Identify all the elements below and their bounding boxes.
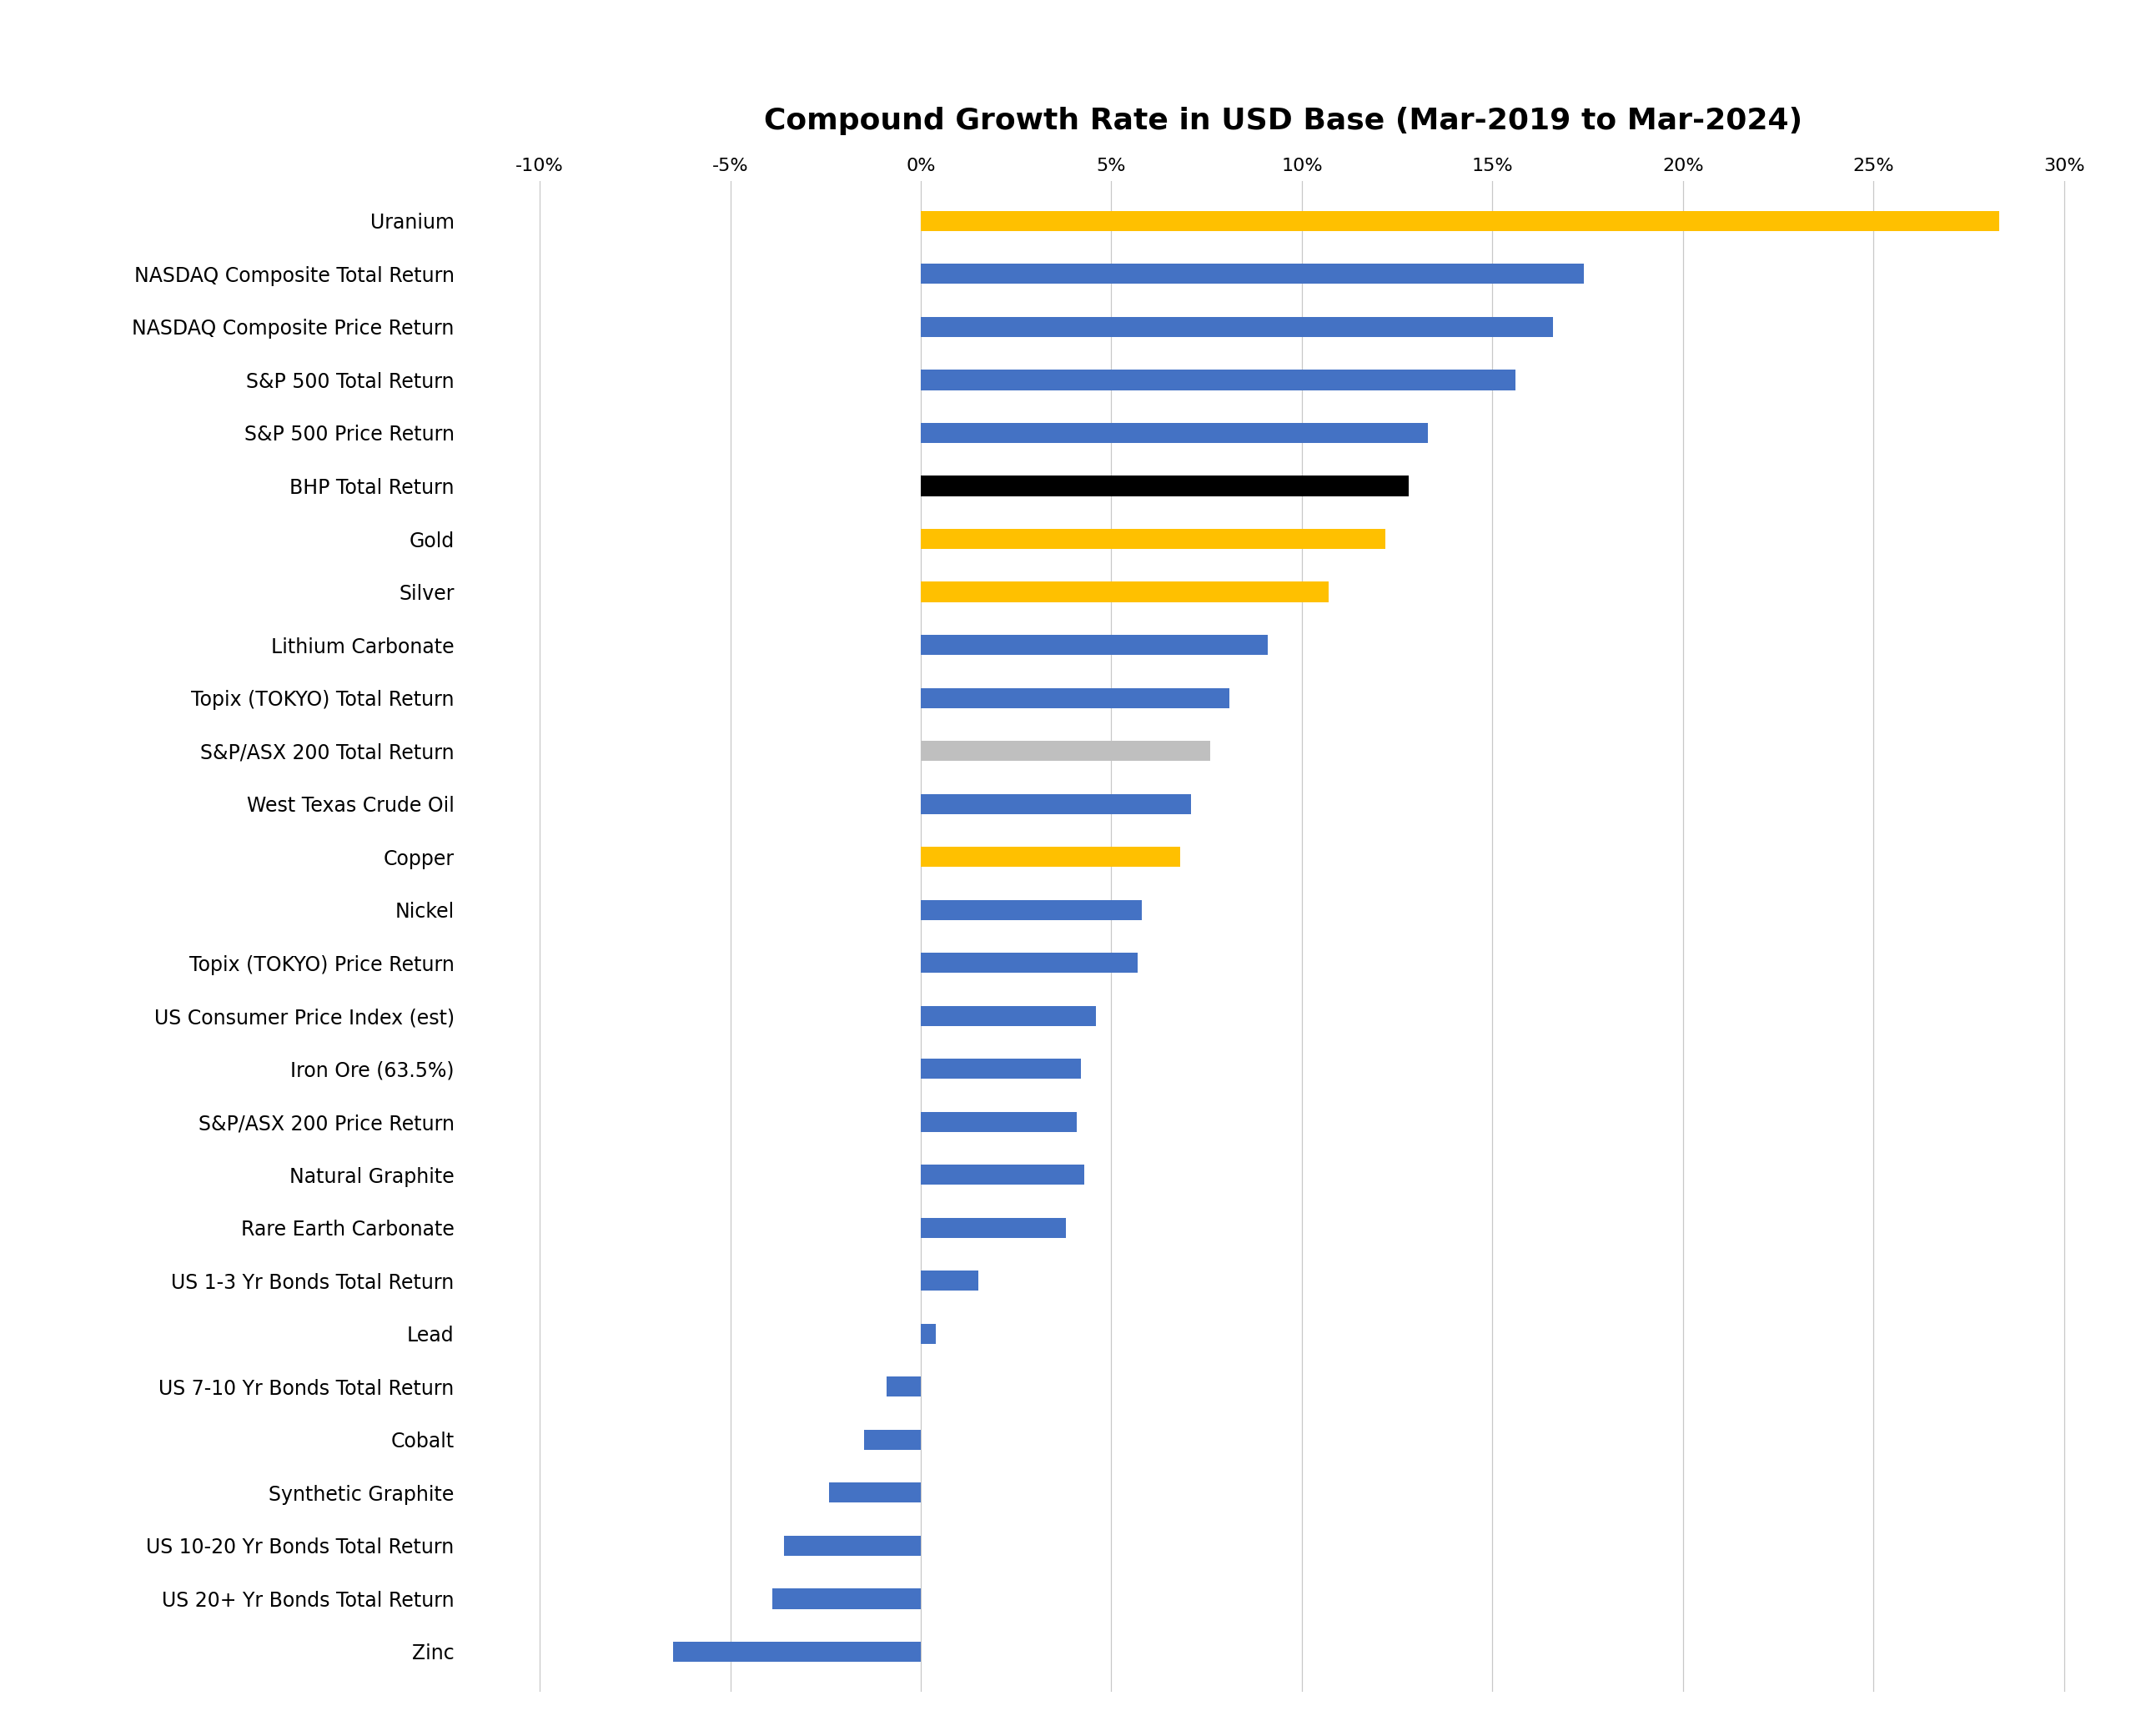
Bar bbox=[921, 740, 1210, 761]
Bar bbox=[921, 794, 1192, 815]
Bar bbox=[921, 847, 1179, 866]
Bar bbox=[921, 635, 1268, 654]
Bar bbox=[921, 1219, 1065, 1238]
Bar bbox=[921, 211, 1999, 231]
Bar bbox=[886, 1377, 921, 1396]
Bar bbox=[921, 1058, 1080, 1079]
Bar bbox=[921, 1270, 979, 1291]
Bar bbox=[830, 1483, 921, 1503]
Bar bbox=[921, 1165, 1084, 1184]
Bar bbox=[921, 1112, 1078, 1132]
Bar bbox=[921, 689, 1229, 708]
Bar bbox=[921, 953, 1138, 973]
Bar bbox=[921, 318, 1552, 337]
Bar bbox=[673, 1641, 921, 1662]
Bar bbox=[865, 1429, 921, 1450]
Bar bbox=[921, 423, 1427, 444]
Bar bbox=[921, 369, 1516, 390]
Bar bbox=[921, 582, 1328, 602]
Title: Compound Growth Rate in USD Base (Mar-2019 to Mar-2024): Compound Growth Rate in USD Base (Mar-20… bbox=[763, 107, 1802, 135]
Bar bbox=[921, 476, 1408, 495]
Bar bbox=[783, 1536, 921, 1555]
Bar bbox=[921, 1324, 936, 1345]
Bar bbox=[921, 264, 1585, 285]
Bar bbox=[921, 1006, 1095, 1025]
Bar bbox=[921, 899, 1143, 920]
Bar bbox=[921, 528, 1386, 549]
Bar bbox=[772, 1588, 921, 1609]
